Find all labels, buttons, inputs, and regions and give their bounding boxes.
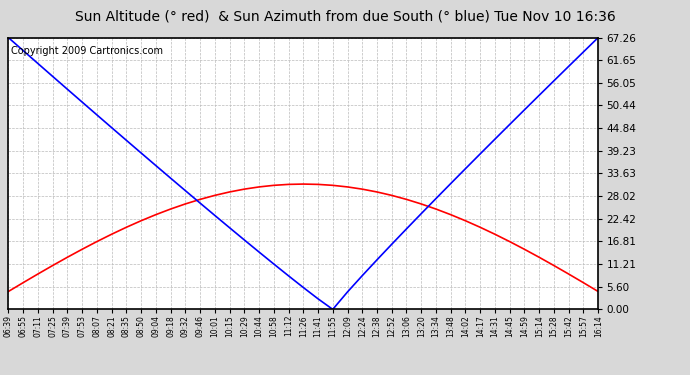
Text: Sun Altitude (° red)  & Sun Azimuth from due South (° blue) Tue Nov 10 16:36: Sun Altitude (° red) & Sun Azimuth from … [75, 9, 615, 23]
Text: Copyright 2009 Cartronics.com: Copyright 2009 Cartronics.com [11, 46, 164, 56]
